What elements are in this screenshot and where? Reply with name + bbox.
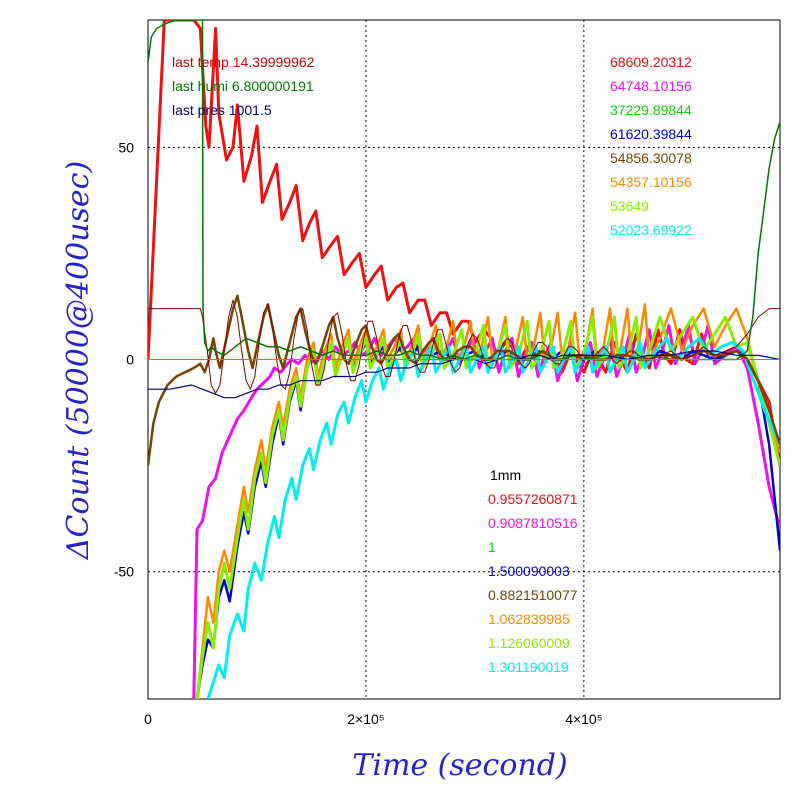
scale-header-label: 1mm xyxy=(490,467,521,483)
x-tick-labels: 0 2×10⁵ 4×10⁵ xyxy=(144,711,602,727)
scale-factor-label: 0.8821510077 xyxy=(488,587,578,603)
x-tick-label: 0 xyxy=(144,711,152,727)
scale-factor-label: 1.126060009 xyxy=(488,635,570,651)
base-count-label: 68609.20312 xyxy=(610,54,692,70)
env-label-temp: last temp 14.39999962 xyxy=(172,54,315,70)
base-count-label: 54856.30078 xyxy=(610,150,692,166)
scale-factor-label: 1.301190019 xyxy=(488,659,569,675)
scale-factor-label: 0.9557260871 xyxy=(488,491,578,507)
x-tick-label: 4×10⁵ xyxy=(565,711,602,727)
scale-factor-label: 1.500090003 xyxy=(488,563,570,579)
y-axis-title: ΔCount (50000@400usec) xyxy=(61,161,96,560)
y-tick-labels: 50 0 -50 xyxy=(114,139,134,579)
env-label-pres: last pres 1001.5 xyxy=(172,102,272,118)
series-line-4 xyxy=(195,315,780,699)
x-axis-title: Time (second) xyxy=(352,748,567,783)
scale-factor-label: 0.9087810516 xyxy=(488,515,578,531)
base-count-label: 37229.89844 xyxy=(610,102,692,118)
scale-factor-labels: 1mm 0.9557260871 0.9087810516 1 1.500090… xyxy=(488,467,578,675)
scale-factor-label: 1 xyxy=(488,539,496,555)
series-line-5 xyxy=(206,336,780,699)
series-line-0 xyxy=(148,20,780,466)
series-line-9 xyxy=(148,350,780,399)
x-tick-label: 2×10⁵ xyxy=(347,711,384,727)
series-line-6 xyxy=(148,294,780,466)
base-count-label: 64748.10156 xyxy=(610,78,692,94)
env-labels: last temp 14.39999962 last humi 6.800000… xyxy=(172,54,315,118)
base-count-label: 52023.69922 xyxy=(610,222,692,238)
base-count-label: 53649 xyxy=(610,198,649,214)
base-count-label: 54357.10156 xyxy=(610,174,692,190)
series-layer xyxy=(148,20,780,699)
scale-factor-label: 1.062839985 xyxy=(488,611,570,627)
base-count-label: 61620.39844 xyxy=(610,126,692,142)
y-tick-label: -50 xyxy=(114,564,134,580)
env-label-humi: last humi 6.800000191 xyxy=(172,78,314,94)
y-tick-label: 0 xyxy=(126,352,134,368)
base-count-labels: 68609.20312 64748.10156 37229.89844 6162… xyxy=(610,54,692,238)
plot-area xyxy=(147,19,781,700)
series-line-7 xyxy=(148,299,780,394)
y-tick-label: 50 xyxy=(118,139,134,155)
